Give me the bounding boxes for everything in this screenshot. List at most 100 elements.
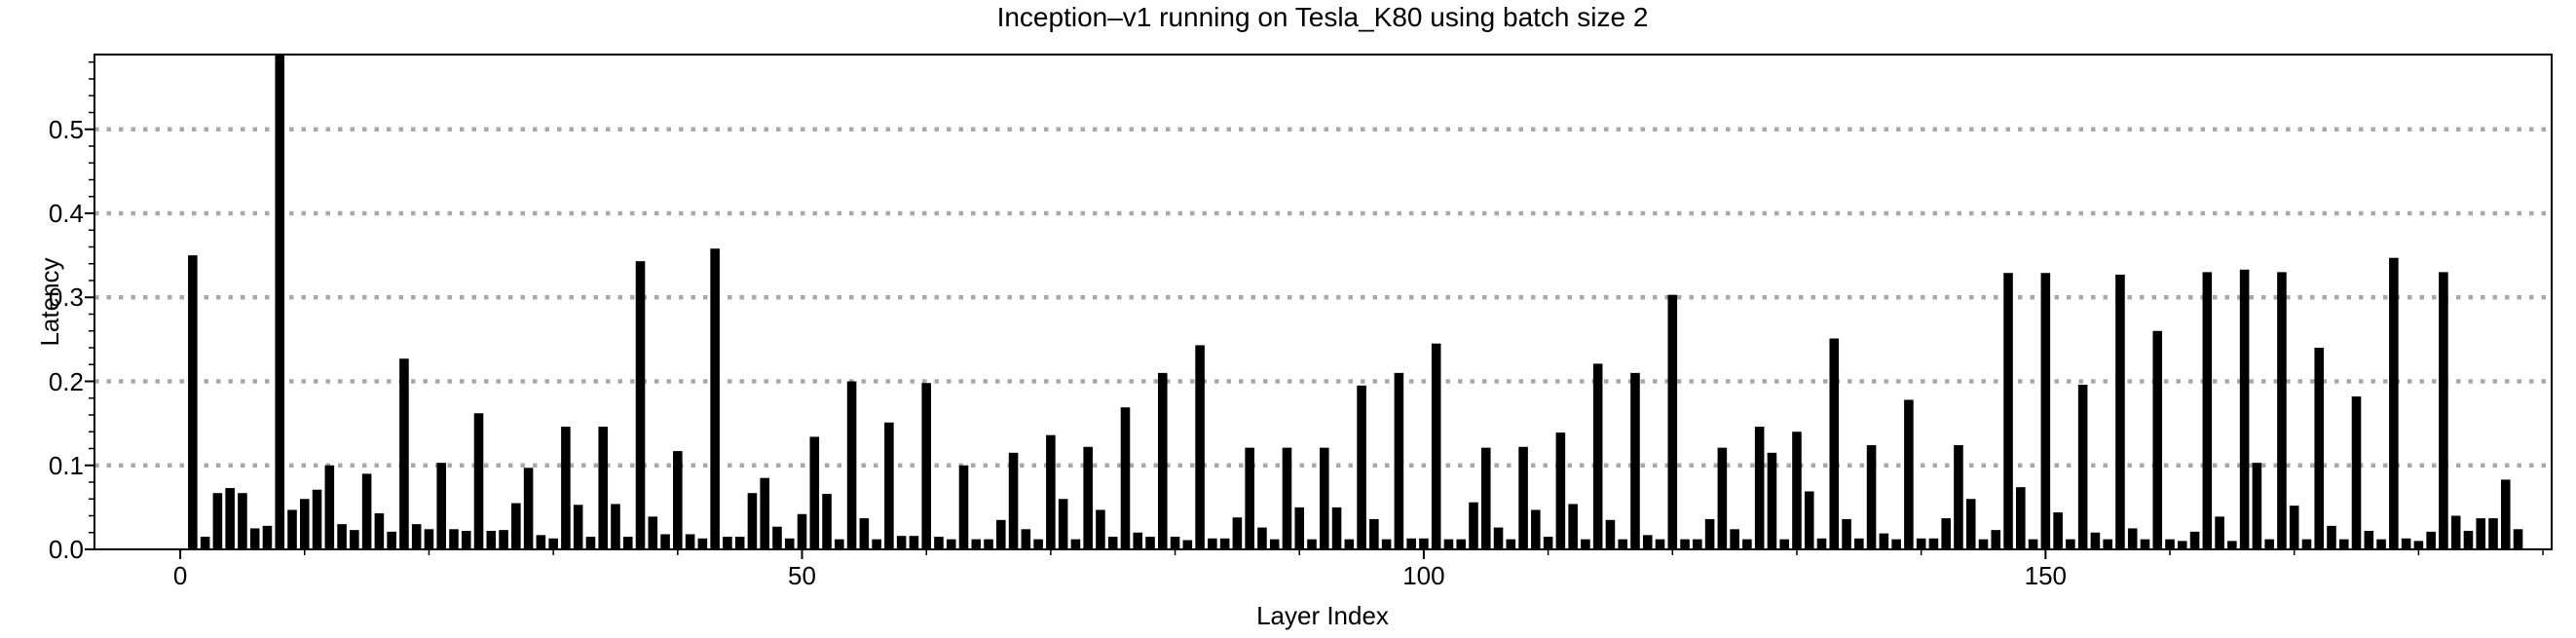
bar (312, 489, 322, 549)
bar (1792, 432, 1802, 549)
bar (1107, 537, 1118, 549)
bar (846, 381, 857, 549)
bar (648, 516, 658, 549)
bar (2488, 518, 2498, 549)
bar (1842, 518, 1851, 549)
bar (548, 538, 558, 549)
bar (1344, 539, 1355, 549)
bar (2277, 272, 2287, 549)
bar (1269, 539, 1280, 549)
bar (2127, 528, 2138, 549)
bar (673, 451, 683, 549)
bar (1879, 533, 1889, 549)
bar (1419, 538, 1429, 549)
bar (1493, 527, 1504, 549)
bar (734, 537, 745, 549)
bar (262, 525, 273, 549)
bar (1282, 447, 1292, 549)
bar (2066, 539, 2075, 549)
bar (473, 413, 484, 549)
bar (399, 358, 409, 549)
bar (2053, 512, 2063, 549)
bar (611, 504, 620, 549)
bar (2227, 541, 2237, 549)
bar (350, 530, 359, 549)
bar (1046, 434, 1056, 549)
bar (598, 427, 609, 549)
bar (1096, 509, 1105, 549)
bar (1431, 343, 1441, 549)
bar (2314, 348, 2325, 549)
bar (249, 528, 260, 549)
bar (2376, 539, 2386, 549)
bar (1394, 372, 1404, 549)
bar (299, 499, 310, 549)
bar (1866, 445, 1877, 549)
bar (934, 537, 944, 549)
bar (909, 536, 919, 549)
bar (835, 539, 844, 549)
bar (424, 529, 434, 549)
bar (337, 524, 347, 549)
y-tick-label: 0.3 (48, 282, 84, 313)
bar (1543, 537, 1553, 549)
bar (536, 535, 546, 549)
bar (1742, 539, 1752, 549)
bar (710, 248, 720, 549)
bar (225, 488, 235, 549)
bar (2439, 272, 2448, 549)
bar (2450, 515, 2461, 549)
bar (2289, 506, 2299, 549)
bar (1730, 529, 1739, 549)
y-tick-label: 0.2 (48, 366, 84, 396)
bar (1245, 447, 1254, 549)
bar (1568, 504, 1578, 549)
bar (921, 383, 931, 549)
bar (2389, 257, 2399, 549)
y-tick-label: 0.4 (48, 199, 84, 228)
bar (499, 530, 508, 549)
y-tick-label: 0.0 (48, 535, 84, 564)
bar (2003, 273, 2013, 549)
bar (2426, 531, 2436, 549)
bar (747, 493, 758, 549)
bar (1381, 539, 1392, 549)
bar (723, 537, 732, 549)
bar (958, 465, 969, 549)
bar (1941, 518, 1951, 549)
bar (1195, 345, 1205, 549)
bar (1592, 363, 1603, 549)
bar (2177, 541, 2187, 549)
x-tick-label: 100 (1402, 561, 1445, 590)
bar (1406, 538, 1416, 549)
bar (1219, 538, 1230, 549)
bar (1369, 518, 1379, 549)
bar (2077, 384, 2088, 549)
bar (1667, 294, 1678, 549)
bar (1307, 539, 1317, 549)
bar (760, 477, 769, 549)
bar (1480, 447, 1491, 549)
bar (1655, 539, 1665, 549)
bar (1693, 539, 1702, 549)
bar (2327, 525, 2336, 549)
bar (1319, 447, 1329, 549)
bar (1754, 427, 1765, 549)
bar (984, 539, 993, 549)
bar (238, 493, 247, 549)
bar (1058, 499, 1068, 549)
bar (1767, 452, 1777, 549)
bar (2040, 273, 2051, 549)
bar (822, 494, 832, 549)
chart-title: Inception–v1 running on Tesla_K80 using … (996, 2, 1649, 32)
bar (884, 422, 894, 549)
bar (275, 55, 285, 549)
bar (1991, 530, 2001, 549)
bar (1145, 537, 1155, 549)
bar (1170, 537, 1180, 549)
bar (2476, 518, 2486, 549)
bar (1083, 446, 1093, 549)
bar (784, 538, 795, 549)
bar (387, 531, 396, 549)
